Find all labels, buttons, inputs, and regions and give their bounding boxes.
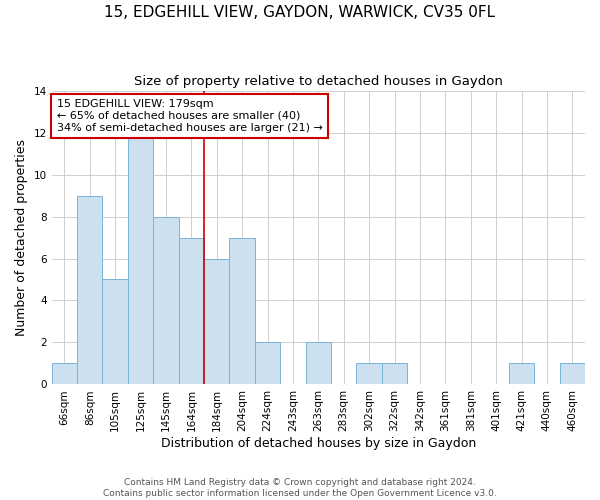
Bar	[52, 364, 77, 384]
Bar	[560, 364, 585, 384]
Bar	[128, 132, 153, 384]
Bar	[229, 238, 255, 384]
Bar	[204, 258, 229, 384]
Text: 15, EDGEHILL VIEW, GAYDON, WARWICK, CV35 0FL: 15, EDGEHILL VIEW, GAYDON, WARWICK, CV35…	[104, 5, 496, 20]
Bar	[77, 196, 103, 384]
Text: 15 EDGEHILL VIEW: 179sqm
← 65% of detached houses are smaller (40)
34% of semi-d: 15 EDGEHILL VIEW: 179sqm ← 65% of detach…	[57, 100, 323, 132]
Bar	[305, 342, 331, 384]
Bar	[103, 280, 128, 384]
Bar	[509, 364, 534, 384]
Bar	[255, 342, 280, 384]
Bar	[356, 364, 382, 384]
Bar	[179, 238, 204, 384]
Title: Size of property relative to detached houses in Gaydon: Size of property relative to detached ho…	[134, 75, 503, 88]
Text: Contains HM Land Registry data © Crown copyright and database right 2024.
Contai: Contains HM Land Registry data © Crown c…	[103, 478, 497, 498]
Bar	[153, 216, 179, 384]
Y-axis label: Number of detached properties: Number of detached properties	[15, 139, 28, 336]
X-axis label: Distribution of detached houses by size in Gaydon: Distribution of detached houses by size …	[161, 437, 476, 450]
Bar	[382, 364, 407, 384]
